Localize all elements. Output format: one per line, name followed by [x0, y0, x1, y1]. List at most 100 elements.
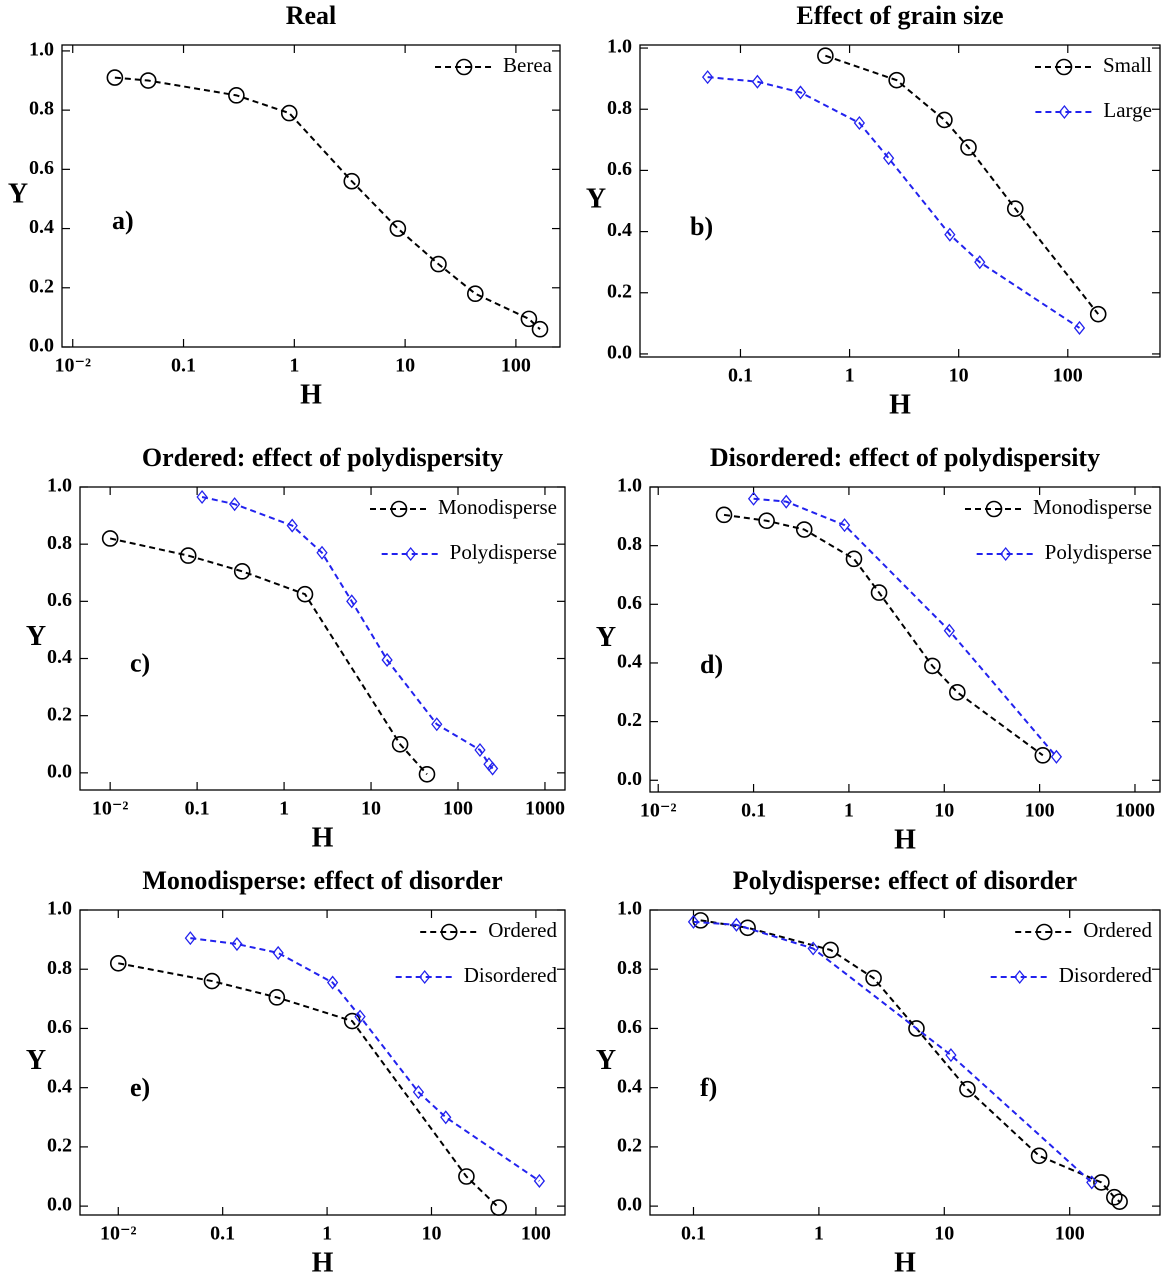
marker	[440, 1110, 452, 1125]
marker	[455, 58, 473, 76]
series-line	[118, 962, 500, 1209]
marker	[418, 765, 436, 783]
marker	[233, 563, 251, 580]
y-tick-label: 0.8	[47, 957, 72, 979]
legend-label: Disordered	[1059, 963, 1153, 987]
x-tick-label: 1	[814, 1223, 824, 1245]
marker	[1050, 749, 1063, 764]
marker	[1093, 1174, 1110, 1191]
marker	[268, 989, 286, 1006]
marker	[326, 975, 339, 990]
panel: Effect of grain size 0.1 1 10 100 0.0 0.2 0.4 0.…	[586, 1, 1161, 420]
y-tick-label: 0.6	[47, 1016, 72, 1038]
legend-label: Berea	[503, 53, 553, 77]
y-tick-label: 0.2	[47, 1134, 72, 1156]
series-line	[723, 513, 1044, 757]
x-tick-label: 10	[949, 365, 969, 387]
series-line	[700, 919, 1121, 1203]
y-tick-label: 0.2	[29, 275, 54, 297]
marker	[196, 489, 208, 505]
y-tick-label: 0.0	[29, 335, 54, 357]
marker	[184, 931, 196, 946]
x-tick-label: 0.1	[681, 1223, 706, 1245]
x-tick-label: 100	[1025, 800, 1055, 822]
chart-title: Monodisperse: effect of disorder	[142, 866, 502, 895]
marker	[405, 546, 417, 562]
panel-label: d)	[700, 650, 723, 679]
x-tick-label: 10⁻²	[640, 800, 677, 822]
marker	[959, 1080, 976, 1098]
x-tick-label: 1	[279, 798, 289, 820]
x-axis-label: H	[312, 1247, 334, 1278]
marker	[467, 285, 484, 303]
marker	[101, 530, 119, 547]
marker	[533, 1173, 546, 1188]
x-axis-label: H	[894, 824, 916, 855]
y-tick-label: 0.6	[617, 1016, 642, 1038]
marker	[440, 923, 458, 941]
chart-title: Real	[286, 1, 337, 30]
series-line	[201, 496, 494, 770]
legend-label: Ordered	[1083, 918, 1152, 942]
marker	[870, 584, 888, 601]
marker	[390, 500, 408, 518]
chart-title: Polydisperse: effect of disorder	[733, 866, 1077, 895]
series-line	[825, 54, 1099, 315]
y-tick-label: 0.0	[617, 1194, 642, 1216]
marker	[822, 941, 839, 959]
y-tick-label: 0.4	[607, 219, 632, 241]
marker	[985, 500, 1003, 518]
marker	[228, 87, 245, 104]
marker	[296, 585, 314, 603]
y-tick-label: 0.8	[617, 957, 642, 979]
marker	[943, 623, 955, 638]
marker	[474, 742, 486, 758]
marker	[817, 47, 834, 65]
y-tick-label: 0.4	[617, 651, 642, 673]
series-line	[114, 76, 541, 330]
marker	[882, 151, 895, 166]
x-axis-label: H	[889, 389, 911, 420]
marker	[106, 69, 124, 86]
x-tick-label: 1000	[525, 798, 565, 820]
marker	[346, 594, 358, 609]
y-tick-label: 1.0	[47, 898, 72, 920]
marker	[924, 657, 941, 675]
y-tick-label: 1.0	[617, 475, 642, 497]
plot-frame	[79, 486, 566, 791]
y-axis-label: Y	[586, 183, 606, 214]
x-axis-label: H	[300, 379, 322, 410]
marker	[419, 969, 431, 985]
marker	[381, 652, 393, 667]
x-tick-label: 1000	[1115, 800, 1155, 822]
y-tick-label: 1.0	[607, 36, 632, 58]
y-tick-label: 0.0	[607, 342, 632, 364]
plot-frame	[61, 44, 561, 348]
x-axis-label: H	[312, 822, 334, 853]
marker	[343, 1012, 361, 1030]
marker	[758, 512, 775, 530]
marker	[974, 255, 986, 270]
x-tick-label: 0.1	[741, 800, 766, 822]
marker	[1034, 747, 1052, 764]
marker	[139, 72, 157, 89]
panel: Real 10⁻² 0.1 1 10 100 0.0 0.2 0.4 0.6 0.8 1.0 H Ya) B…	[8, 1, 561, 410]
marker	[280, 104, 298, 122]
marker	[795, 521, 813, 538]
x-tick-label: 0.1	[210, 1223, 235, 1245]
marker	[286, 518, 298, 533]
marker	[389, 220, 407, 237]
x-tick-label: 100	[443, 798, 473, 820]
chart-title: Effect of grain size	[796, 1, 1003, 30]
marker	[231, 937, 243, 952]
marker	[1111, 1193, 1128, 1210]
marker	[1014, 969, 1026, 985]
marker	[316, 545, 328, 560]
x-tick-label: 1	[289, 355, 299, 377]
x-tick-label: 10	[395, 355, 415, 377]
marker	[1106, 1188, 1123, 1206]
x-tick-label: 10⁻²	[92, 798, 129, 820]
panel: Polydisperse: effect of disorder 0.1 1 10 10…	[596, 866, 1161, 1278]
panel-label: f)	[700, 1073, 717, 1102]
